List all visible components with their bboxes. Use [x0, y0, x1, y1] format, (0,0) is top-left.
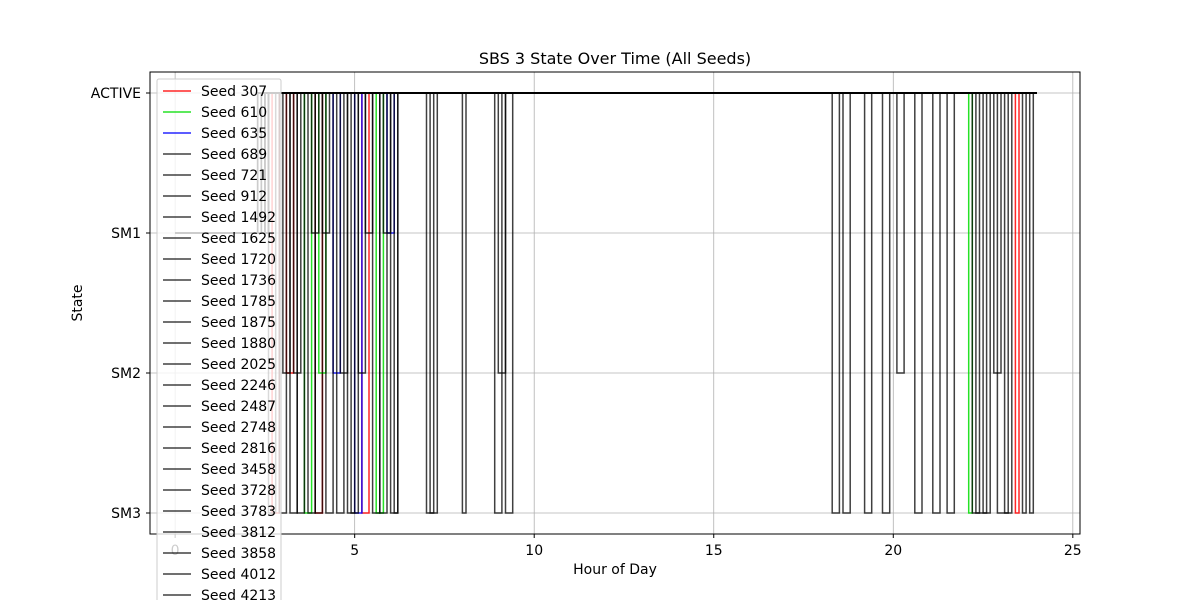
x-axis-label: Hour of Day	[573, 562, 657, 578]
legend-entry: Seed 1875	[201, 315, 276, 331]
legend-entry: Seed 1625	[201, 231, 276, 247]
x-axis-ticks: 0510152025	[171, 534, 1082, 559]
legend-entry: Seed 721	[201, 168, 267, 184]
x-tick-label: 15	[705, 543, 723, 559]
legend-entry: Seed 3858	[201, 546, 276, 562]
legend-entry: Seed 689	[201, 147, 267, 163]
legend-entry: Seed 3783	[201, 504, 276, 520]
y-tick-label: ACTIVE	[91, 86, 141, 102]
legend-entry: Seed 1736	[201, 273, 276, 289]
legend-entry: Seed 2816	[201, 441, 276, 457]
legend-entry: Seed 2748	[201, 420, 276, 436]
legend-entry: Seed 2246	[201, 378, 276, 394]
legend-entry: Seed 2487	[201, 399, 276, 415]
series-line-5	[175, 93, 1037, 513]
x-tick-label: 5	[350, 543, 359, 559]
legend-entry: Seed 307	[201, 84, 267, 100]
legend-entry: Seed 3458	[201, 462, 276, 478]
legend-entry: Seed 2025	[201, 357, 276, 373]
legend-entry: Seed 1720	[201, 252, 276, 268]
legend: Seed 307 Seed 610 Seed 635 Seed 689 Seed 721…	[157, 79, 281, 600]
legend-entry: Seed 4012	[201, 567, 276, 583]
x-tick-label: 10	[525, 543, 543, 559]
x-tick-label: 20	[884, 543, 902, 559]
chart-title: SBS 3 State Over Time (All Seeds)	[479, 49, 751, 68]
y-axis-ticks: SM3 SM2 SM1 ACTIVE	[91, 86, 150, 522]
legend-entry: Seed 635	[201, 126, 267, 142]
legend-entry: Seed 3812	[201, 525, 276, 541]
legend-entry: Seed 1492	[201, 210, 276, 226]
y-tick-label: SM1	[111, 226, 141, 242]
legend-entry: Seed 1880	[201, 336, 276, 352]
y-axis-label: State	[70, 284, 86, 321]
legend-entry: Seed 610	[201, 105, 267, 121]
y-tick-label: SM2	[111, 366, 141, 382]
x-tick-label: 25	[1064, 543, 1082, 559]
legend-entry: Seed 912	[201, 189, 267, 205]
legend-entry: Seed 1785	[201, 294, 276, 310]
legend-entry: Seed 3728	[201, 483, 276, 499]
series-lines	[175, 93, 1037, 513]
legend-entry: Seed 4213	[201, 588, 276, 600]
y-tick-label: SM3	[111, 506, 141, 522]
